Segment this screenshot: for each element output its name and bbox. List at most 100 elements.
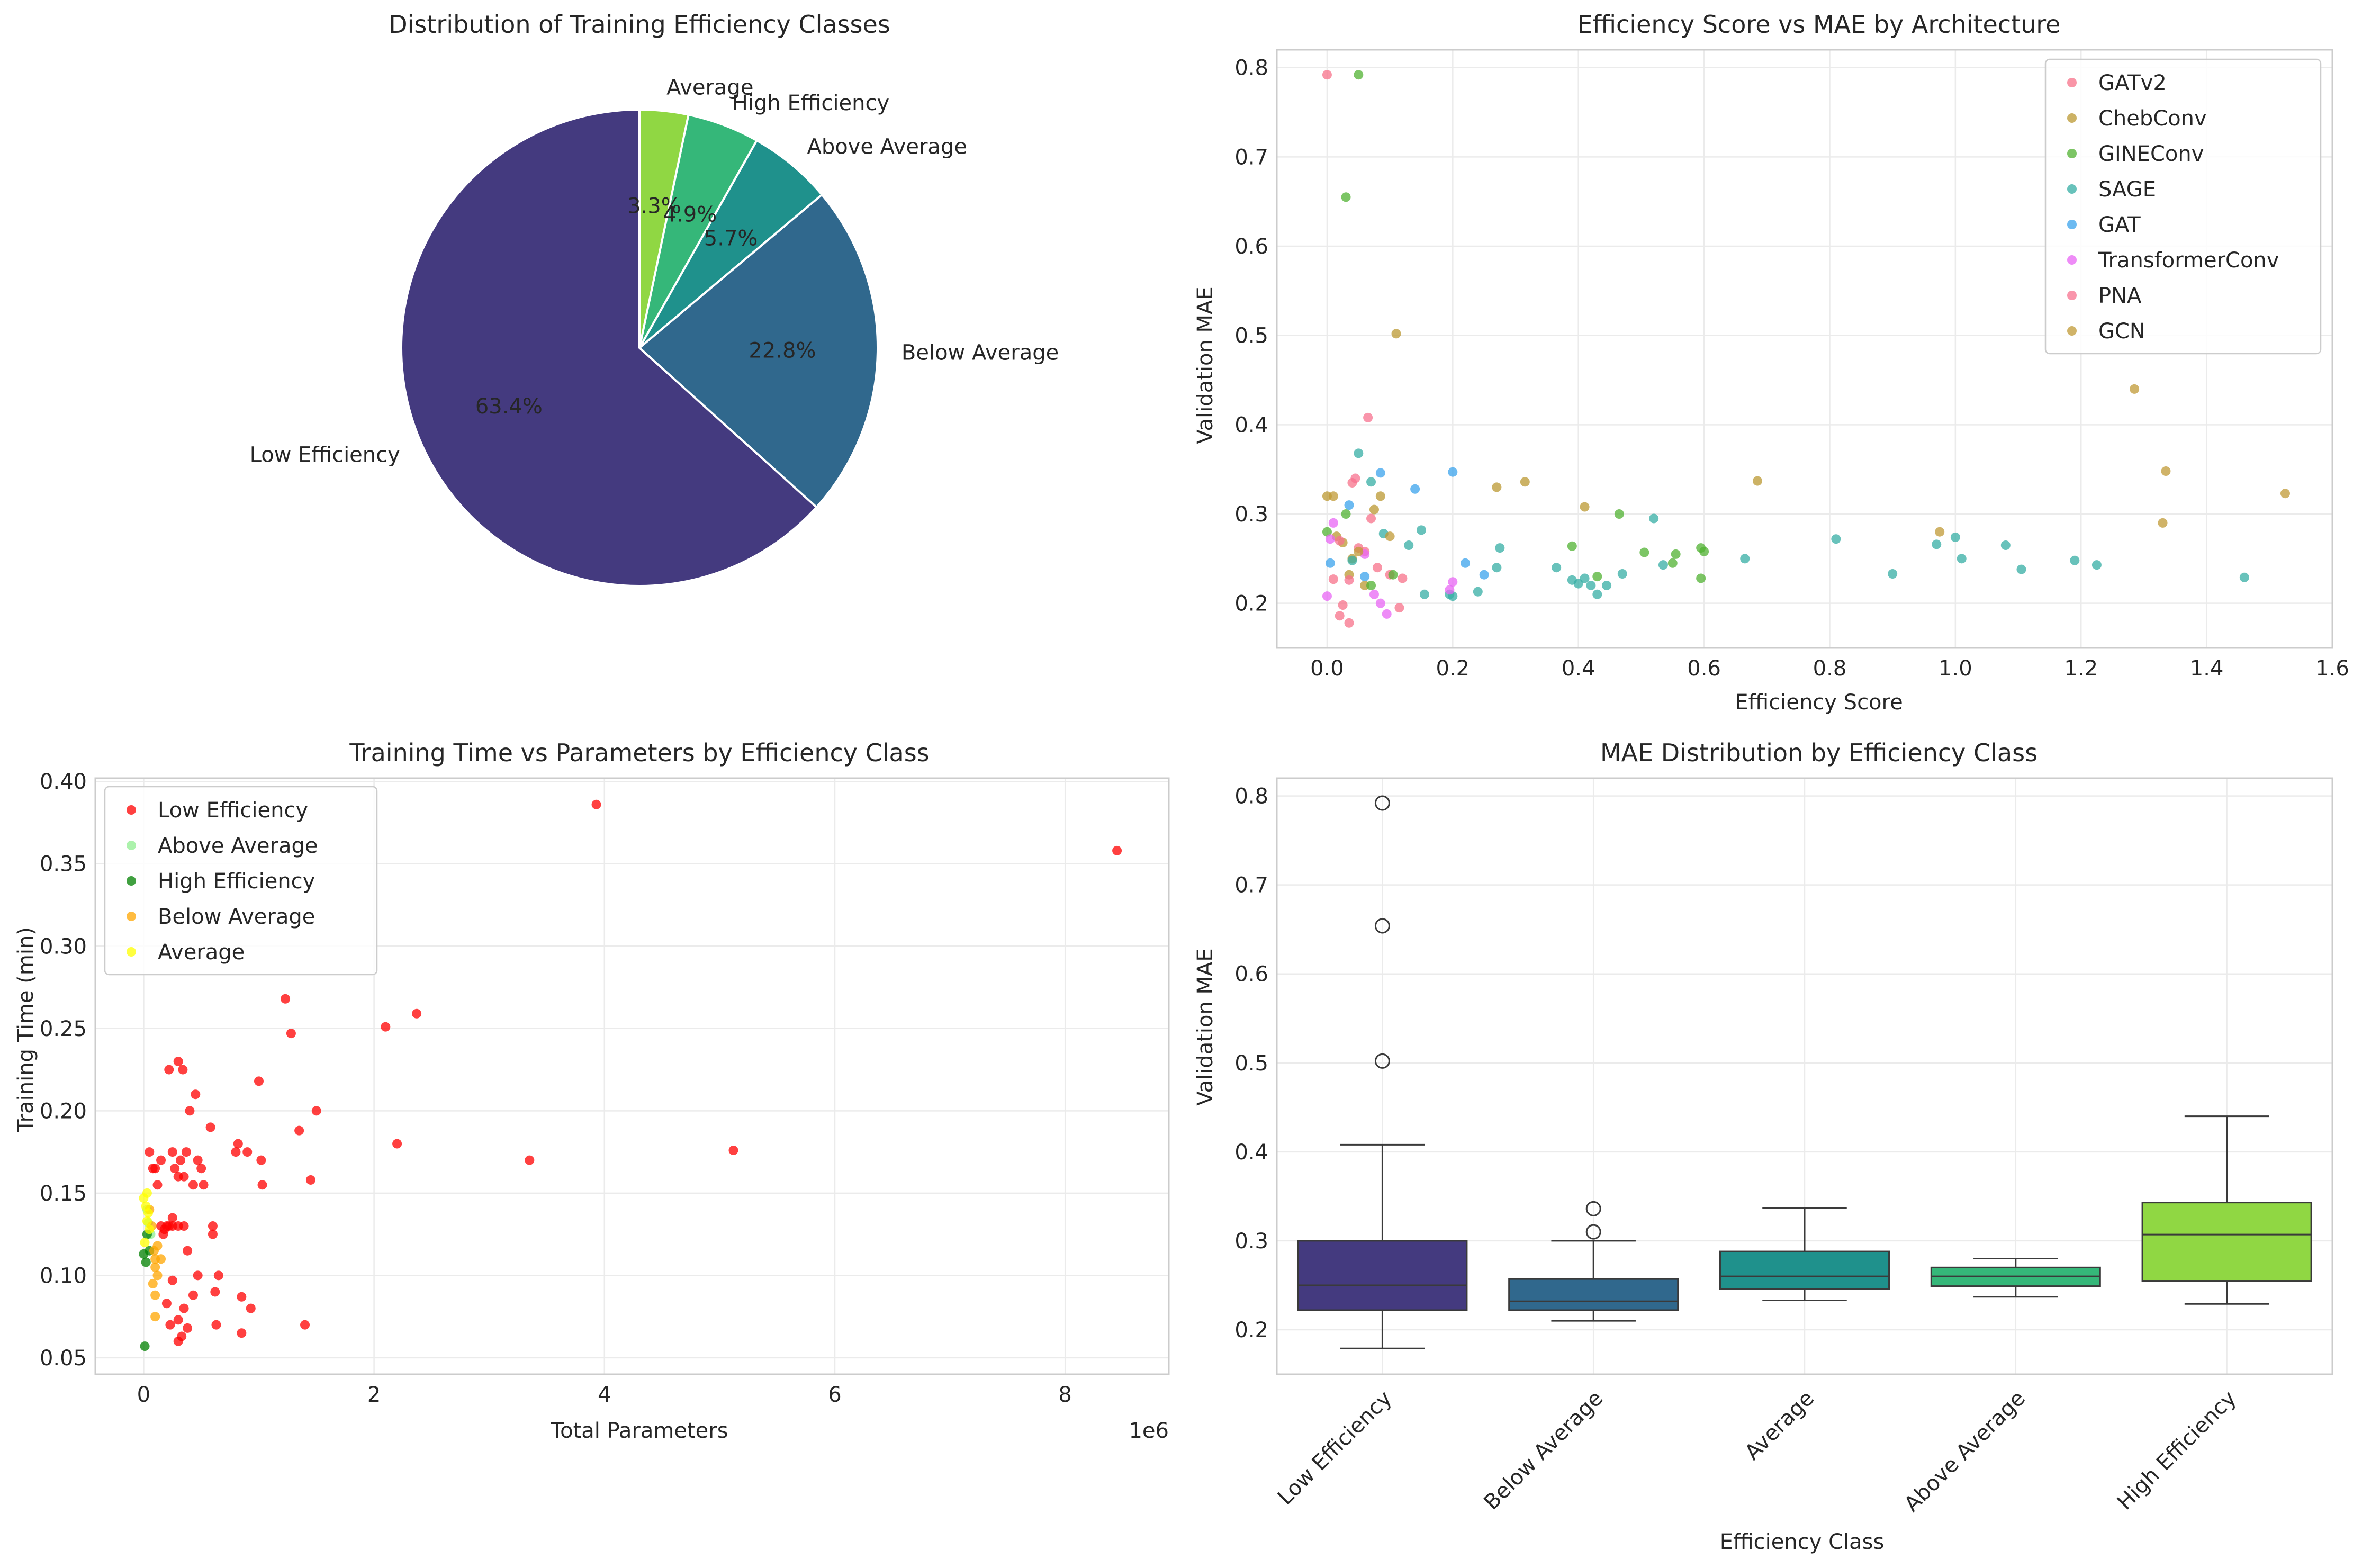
scatter-point	[156, 1254, 166, 1264]
legend-label: ChebConv	[2098, 106, 2207, 131]
scatter-point	[1473, 587, 1483, 597]
scatter-point	[1369, 504, 1379, 515]
scatter-point	[1461, 558, 1471, 568]
scatter-point	[1649, 513, 1659, 524]
y-tick-label: 0.7	[1234, 873, 1268, 898]
scatter-point	[1354, 448, 1364, 458]
scatter-point	[208, 1221, 218, 1231]
scatter-point	[1391, 329, 1401, 339]
y-tick-label: 0.4	[1234, 1140, 1268, 1165]
scatter-point	[185, 1106, 195, 1116]
legend-marker	[127, 947, 136, 957]
scatter-class-title: Training Time vs Parameters by Efficienc…	[349, 738, 929, 767]
scatter-point	[1341, 509, 1351, 519]
scatter-point	[161, 1299, 172, 1309]
legend-box	[2044, 58, 2322, 355]
x-tick-label: 4	[598, 1383, 611, 1407]
scatter-point	[199, 1180, 209, 1190]
scatter-point	[1552, 563, 1562, 573]
legend-marker	[2067, 149, 2077, 158]
axes-frame	[94, 777, 1170, 1375]
scatter-point	[1385, 531, 1395, 542]
scatter-class-ylabel: Training Time (min)	[14, 927, 38, 1133]
scatter-point	[305, 1175, 315, 1185]
scatter-arch-xlabel: Efficiency Score	[1735, 690, 1903, 715]
scatter-point	[1394, 603, 1404, 613]
scatter-point	[164, 1221, 174, 1231]
scatter-point	[242, 1147, 253, 1157]
scatter-point	[1492, 482, 1502, 492]
y-tick-label: 0.8	[1234, 56, 1268, 80]
pie-chart-panel: Distribution of Training Efficiency Clas…	[250, 10, 1059, 587]
legend-label: TransformerConv	[2098, 248, 2279, 273]
scatter-point	[145, 1147, 155, 1157]
pie-slice-percent: 22.8%	[749, 339, 816, 363]
pie-slice	[638, 108, 690, 348]
scatter-point	[140, 1341, 150, 1351]
scatter-point	[2161, 466, 2171, 476]
scatter-point	[1617, 569, 1627, 579]
scatter-point	[2158, 518, 2168, 528]
scatter-point	[1366, 477, 1376, 487]
scatter-point	[1335, 611, 1345, 621]
scatter-point	[193, 1155, 203, 1165]
scatter-point	[1372, 563, 1382, 573]
scatter-point	[191, 1089, 201, 1100]
scatter-point	[1935, 527, 1945, 537]
legend-label: Low Efficiency	[158, 798, 308, 823]
y-tick-label: 0.30	[40, 934, 87, 959]
scatter-point	[1375, 491, 1385, 501]
scatter-class-xlabel: Total Parameters	[550, 1419, 728, 1443]
legend-label: PNA	[2098, 284, 2142, 308]
y-tick-label: 0.40	[40, 770, 87, 794]
scatter-point	[188, 1180, 198, 1190]
legend-label: Below Average	[158, 905, 315, 929]
legend-label: SAGE	[2098, 177, 2156, 202]
scatter-point	[1614, 509, 1624, 519]
box-outlier	[1374, 795, 1390, 811]
scatter-point	[1341, 192, 1351, 202]
x-tick-label: 1.0	[1939, 656, 1972, 681]
scatter-point	[141, 1257, 151, 1267]
scatter-point	[1366, 580, 1376, 590]
legend-marker	[2067, 78, 2077, 87]
scatter-point	[1586, 580, 1596, 590]
y-tick-label: 0.25	[40, 1017, 87, 1041]
scatter-point	[2091, 560, 2102, 570]
scatter-point	[1347, 555, 1357, 565]
scatter-point	[142, 1216, 152, 1226]
scatter-point	[300, 1320, 310, 1330]
scatter-point	[1416, 525, 1426, 535]
legend-marker	[127, 805, 136, 815]
scatter-point	[1448, 577, 1458, 587]
scatter-point	[1344, 618, 1354, 628]
y-tick-label: 0.05	[40, 1346, 87, 1371]
scatter-point	[525, 1155, 535, 1165]
y-tick-label: 0.5	[1234, 1051, 1268, 1076]
scatter-point	[1338, 600, 1348, 610]
scatter-point	[1369, 589, 1379, 599]
scatter-point	[183, 1246, 193, 1256]
axes-frame	[1276, 49, 2333, 649]
scatter-point	[2016, 564, 2026, 574]
scatter-point	[145, 1224, 155, 1234]
scatter-point	[1404, 540, 1414, 551]
scatter-point	[208, 1229, 218, 1239]
scatter-point	[183, 1323, 193, 1333]
scatter-point	[1388, 570, 1398, 580]
boxplot-title: MAE Distribution by Efficiency Class	[1600, 738, 2038, 767]
scatter-point	[257, 1180, 267, 1190]
legend-label: GCN	[2098, 319, 2145, 344]
legend-label: Above Average	[158, 834, 318, 858]
y-tick-label: 0.3	[1234, 1229, 1268, 1254]
boxplot-xlabel: Efficiency Class	[1720, 1530, 1885, 1554]
legend-marker	[2067, 255, 2077, 265]
scatter-point	[179, 1221, 189, 1231]
scatter-point	[1492, 563, 1502, 573]
scatter-point	[1445, 585, 1455, 595]
legend-label: GAT	[2098, 213, 2141, 237]
y-tick-label: 0.7	[1234, 145, 1268, 169]
legend-marker	[2067, 220, 2077, 229]
boxplot-ylabel: Validation MAE	[1193, 948, 1218, 1105]
